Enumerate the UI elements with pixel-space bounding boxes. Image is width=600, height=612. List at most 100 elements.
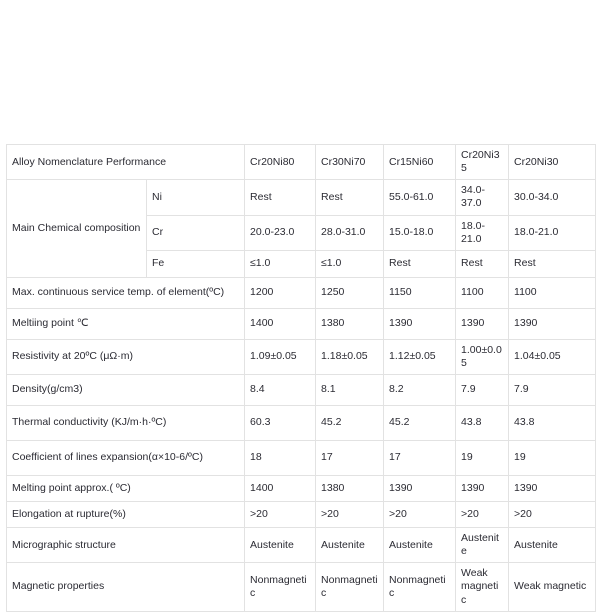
table-row: Max. continuous service temp. of element… (5, 276, 597, 309)
cell-maxtemp-4: 1100 (455, 276, 510, 309)
cell-density-4: 7.9 (455, 374, 510, 406)
row-sublabel-cr: Cr (145, 214, 246, 251)
cell-magnetic-1: Nonmagnetic (244, 562, 317, 612)
table-header-row: Alloy Nomenclature Performance Cr20Ni80 … (5, 143, 597, 181)
chem-group-label: Main Chemical composition (6, 179, 147, 278)
table-row: Elongation at rupture(%) >20 >20 >20 >20… (5, 501, 597, 528)
row-label-resistivity: Resistivity at 20ºC (μΩ·m) (5, 338, 246, 376)
row-sublabel-fe: Fe (145, 249, 246, 278)
cell-elongation-5: >20 (508, 501, 597, 528)
cell-resistivity-1: 1.09±0.05 (244, 338, 317, 376)
cell-fe-5: Rest (508, 249, 597, 278)
table-row: Resistivity at 20ºC (μΩ·m) 1.09±0.05 1.1… (5, 338, 597, 376)
row-label-micrographic-structure: Micrographic structure (5, 526, 246, 564)
row-label-melting-point-approx: Melting point approx.( ºC) (5, 475, 246, 502)
cell-density-3: 8.2 (383, 374, 457, 406)
cell-fe-4: Rest (455, 249, 510, 278)
cell-thermal-5: 43.8 (508, 405, 597, 441)
cell-meltingpoint-2: 1380 (315, 307, 385, 340)
row-label-elongation-at-rupture: Elongation at rupture(%) (5, 501, 246, 528)
cell-meltapprox-3: 1390 (383, 475, 457, 502)
cell-thermal-4: 43.8 (455, 405, 510, 441)
cell-magnetic-5: Weak magnetic (508, 562, 597, 612)
row-label-coefficient-of-lines-expansion: Coefficient of lines expansion(α×10-6/ºC… (5, 440, 246, 476)
table-row: Micrographic structure Austenite Austeni… (5, 526, 597, 564)
cell-resistivity-2: 1.18±0.05 (315, 338, 385, 376)
cell-cr-3: 15.0-18.0 (383, 214, 457, 251)
cell-magnetic-4: Weak magnetic (455, 562, 510, 612)
cell-meltingpoint-3: 1390 (383, 307, 457, 340)
header-col-3: Cr15Ni60 (383, 143, 457, 181)
row-sublabel-ni: Ni (145, 179, 246, 216)
cell-resistivity-4: 1.00±0.05 (455, 338, 510, 376)
table-row: Density(g/cm3) 8.4 8.1 8.2 7.9 7.9 (5, 374, 597, 406)
cell-elongation-4: >20 (455, 501, 510, 528)
header-col-1: Cr20Ni80 (244, 143, 317, 181)
cell-cr-1: 20.0-23.0 (244, 214, 317, 251)
cell-cr-5: 18.0-21.0 (508, 214, 597, 251)
cell-micrographic-5: Austenite (508, 526, 597, 564)
cell-meltingpoint-1: 1400 (244, 307, 317, 340)
row-label-magnetic-properties: Magnetic properties (5, 562, 246, 612)
cell-maxtemp-3: 1150 (383, 276, 457, 309)
cell-thermal-1: 60.3 (244, 405, 317, 441)
table-row: Magnetic properties Nonmagnetic Nonmagne… (5, 562, 597, 612)
row-label-thermal-conductivity: Thermal conductivity (KJ/m·h·ºC) (5, 405, 246, 441)
cell-elongation-3: >20 (383, 501, 457, 528)
cell-cr-4: 18.0-21.0 (455, 214, 510, 251)
cell-micrographic-2: Austenite (315, 526, 385, 564)
cell-maxtemp-5: 1100 (508, 276, 597, 309)
header-col-4: Cr20Ni35 (455, 143, 510, 181)
cell-maxtemp-2: 1250 (315, 276, 385, 309)
cell-thermal-2: 45.2 (315, 405, 385, 441)
cell-ni-1: Rest (244, 179, 317, 216)
row-label-max-continuous-service-temp: Max. continuous service temp. of element… (5, 276, 246, 309)
table-row: Main Chemical composition Ni Rest Rest 5… (6, 179, 597, 278)
cell-ni-3: 55.0-61.0 (383, 179, 457, 216)
cell-elongation-1: >20 (244, 501, 317, 528)
table-row: Coefficient of lines expansion(α×10-6/ºC… (5, 440, 597, 476)
cell-resistivity-3: 1.12±0.05 (383, 338, 457, 376)
cell-fe-2: ≤1.0 (315, 249, 385, 278)
header-col-2: Cr30Ni70 (315, 143, 385, 181)
cell-coeff-2: 17 (315, 440, 385, 476)
cell-ni-5: 30.0-34.0 (508, 179, 597, 216)
header-col-5: Cr20Ni30 (508, 143, 597, 181)
cell-thermal-3: 45.2 (383, 405, 457, 441)
cell-elongation-2: >20 (315, 501, 385, 528)
cell-micrographic-4: Austenite (455, 526, 510, 564)
table-row: Melting point approx.( ºC) 1400 1380 139… (5, 475, 597, 502)
cell-meltapprox-4: 1390 (455, 475, 510, 502)
row-label-melting-point: Meltiing point ℃ (5, 307, 246, 340)
cell-meltapprox-2: 1380 (315, 475, 385, 502)
header-label-cell: Alloy Nomenclature Performance (5, 143, 246, 181)
cell-density-1: 8.4 (244, 374, 317, 406)
cell-cr-2: 28.0-31.0 (315, 214, 385, 251)
cell-meltapprox-5: 1390 (508, 475, 597, 502)
cell-micrographic-1: Austenite (244, 526, 317, 564)
spec-table-container: Alloy Nomenclature Performance Cr20Ni80 … (5, 143, 597, 612)
table-row: Thermal conductivity (KJ/m·h·ºC) 60.3 45… (5, 405, 597, 441)
cell-resistivity-5: 1.04±0.05 (508, 338, 597, 376)
cell-ni-2: Rest (315, 179, 385, 216)
cell-magnetic-3: Nonmagnetic (383, 562, 457, 612)
cell-density-2: 8.1 (315, 374, 385, 406)
cell-magnetic-2: Nonmagnetic (315, 562, 385, 612)
cell-coeff-1: 18 (244, 440, 317, 476)
cell-density-5: 7.9 (508, 374, 597, 406)
cell-fe-1: ≤1.0 (244, 249, 317, 278)
cell-coeff-5: 19 (508, 440, 597, 476)
table-row: Cr 20.0-23.0 28.0-31.0 15.0-18.0 18.0-21… (7, 214, 597, 251)
cell-ni-4: 34.0-37.0 (455, 179, 510, 216)
cell-coeff-3: 17 (383, 440, 457, 476)
table-row: Meltiing point ℃ 1400 1380 1390 1390 139… (5, 307, 597, 340)
cell-maxtemp-1: 1200 (244, 276, 317, 309)
cell-micrographic-3: Austenite (383, 526, 457, 564)
alloy-nomenclature-performance-table: Alloy Nomenclature Performance Cr20Ni80 … (5, 143, 597, 612)
cell-fe-3: Rest (383, 249, 457, 278)
cell-coeff-4: 19 (455, 440, 510, 476)
row-label-density: Density(g/cm3) (5, 374, 246, 406)
cell-meltingpoint-4: 1390 (455, 307, 510, 340)
cell-meltingpoint-5: 1390 (508, 307, 597, 340)
